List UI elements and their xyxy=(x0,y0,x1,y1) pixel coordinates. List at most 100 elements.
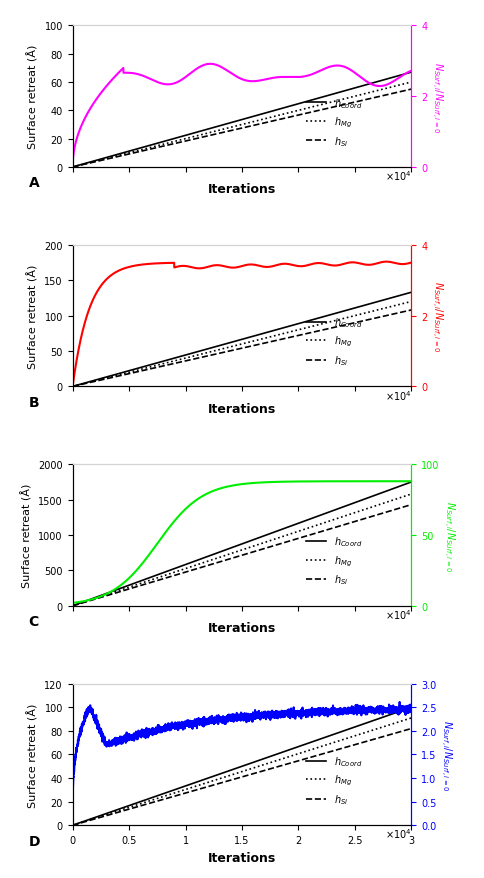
$h_{Coord}$ xyxy=(108,152,114,162)
$h_{Coord}$ xyxy=(214,122,220,133)
$h_{Si}$ xyxy=(408,723,414,734)
Line: $h_{Mg}$: $h_{Mg}$ xyxy=(73,494,411,606)
$h_{Coord}$ xyxy=(128,579,134,590)
$h_{Si}$ xyxy=(199,133,205,143)
$h_{Si}$ xyxy=(108,589,114,600)
Line: $h_{Si}$: $h_{Si}$ xyxy=(73,729,411,825)
$h_{Si}$ xyxy=(70,382,76,392)
$h_{Si}$ xyxy=(408,84,414,95)
$h_{Si}$ xyxy=(199,352,205,363)
$h_{Si}$ xyxy=(199,562,205,572)
$h_{Si}$ xyxy=(128,149,134,160)
$h_{Coord}$ xyxy=(199,553,205,564)
$h_{Coord}$ xyxy=(214,548,220,558)
X-axis label: Iterations: Iterations xyxy=(208,402,276,415)
$h_{Mg}$ xyxy=(365,726,371,737)
Y-axis label: Surface retreat (Å): Surface retreat (Å) xyxy=(21,483,33,587)
Y-axis label: $N_{Surf,i}/N_{Surf,i=0}$: $N_{Surf,i}/N_{Surf,i=0}$ xyxy=(438,719,454,790)
$h_{Si}$ xyxy=(128,583,134,594)
$h_{Si}$ xyxy=(70,601,76,611)
$h_{Mg}$ xyxy=(402,79,408,90)
$h_{Si}$ xyxy=(108,154,114,164)
$h_{Si}$ xyxy=(402,86,408,97)
$h_{Si}$ xyxy=(214,349,220,360)
$h_{Coord}$ xyxy=(70,820,76,831)
$h_{Mg}$ xyxy=(199,349,205,360)
$h_{Si}$ xyxy=(365,513,371,523)
$h_{Si}$ xyxy=(214,558,220,568)
$h_{Mg}$ xyxy=(408,77,414,88)
$h_{Mg}$ xyxy=(70,382,76,392)
$h_{Si}$ xyxy=(128,803,134,814)
$h_{Mg}$ xyxy=(365,503,371,514)
Y-axis label: Surface retreat (Å): Surface retreat (Å) xyxy=(28,45,39,149)
$h_{Mg}$ xyxy=(108,808,114,818)
Line: $h_{Si}$: $h_{Si}$ xyxy=(73,505,411,606)
$h_{Mg}$ xyxy=(128,581,134,592)
Legend: $h_{Coord}$, $h_{Mg}$, $h_{Si}$: $h_{Coord}$, $h_{Mg}$, $h_{Si}$ xyxy=(302,312,366,371)
Y-axis label: Surface retreat (Å): Surface retreat (Å) xyxy=(28,264,39,369)
$h_{Coord}$ xyxy=(408,68,414,78)
$h_{Mg}$ xyxy=(214,126,220,137)
Y-axis label: Surface retreat (Å): Surface retreat (Å) xyxy=(28,702,39,807)
$h_{Mg}$ xyxy=(128,148,134,158)
Line: $h_{Coord}$: $h_{Coord}$ xyxy=(73,482,411,606)
$h_{Coord}$ xyxy=(365,80,371,90)
$h_{Mg}$ xyxy=(108,153,114,163)
Text: $\times10^4$: $\times10^4$ xyxy=(385,169,411,183)
Line: $h_{Mg}$: $h_{Mg}$ xyxy=(73,718,411,825)
$h_{Coord}$ xyxy=(199,346,205,356)
$h_{Si}$ xyxy=(408,306,414,316)
$h_{Coord}$ xyxy=(214,770,220,781)
X-axis label: Iterations: Iterations xyxy=(208,851,276,864)
Text: $\times10^4$: $\times10^4$ xyxy=(385,388,411,402)
$h_{Coord}$ xyxy=(128,800,134,810)
$h_{Mg}$ xyxy=(214,774,220,785)
$h_{Si}$ xyxy=(214,779,220,789)
$h_{Si}$ xyxy=(199,783,205,794)
$h_{Si}$ xyxy=(214,129,220,140)
$h_{Mg}$ xyxy=(108,588,114,599)
$h_{Si}$ xyxy=(402,306,408,317)
$h_{Coord}$ xyxy=(402,704,408,715)
Line: $h_{Coord}$: $h_{Coord}$ xyxy=(73,73,411,168)
Text: D: D xyxy=(29,834,40,848)
$h_{Mg}$ xyxy=(70,820,76,831)
$h_{Mg}$ xyxy=(70,601,76,611)
$h_{Mg}$ xyxy=(199,130,205,140)
Y-axis label: $N_{Surf,i}/N_{Surf,i=0}$: $N_{Surf,i}/N_{Surf,i=0}$ xyxy=(429,281,444,352)
$h_{Si}$ xyxy=(408,500,414,510)
$h_{Mg}$ xyxy=(128,367,134,378)
$h_{Coord}$ xyxy=(199,775,205,786)
$h_{Si}$ xyxy=(402,725,408,736)
X-axis label: Iterations: Iterations xyxy=(208,183,276,196)
$h_{Coord}$ xyxy=(128,146,134,156)
Text: $\times10^4$: $\times10^4$ xyxy=(385,608,411,622)
Legend: $h_{Coord}$, $h_{Mg}$, $h_{Si}$: $h_{Coord}$, $h_{Mg}$, $h_{Si}$ xyxy=(302,531,366,591)
Line: $h_{Si}$: $h_{Si}$ xyxy=(73,311,411,387)
Y-axis label: $N_{Surf,i}/N_{Surf,i=0}$: $N_{Surf,i}/N_{Surf,i=0}$ xyxy=(429,61,444,133)
Y-axis label: $N_{Surf,i}/N_{Surf,i=0}$: $N_{Surf,i}/N_{Surf,i=0}$ xyxy=(441,500,456,571)
Line: $h_{Coord}$: $h_{Coord}$ xyxy=(73,708,411,825)
$h_{Mg}$ xyxy=(214,553,220,564)
$h_{Si}$ xyxy=(365,736,371,746)
$h_{Mg}$ xyxy=(108,372,114,383)
$h_{Coord}$ xyxy=(365,299,371,310)
$h_{Si}$ xyxy=(128,369,134,379)
$h_{Coord}$ xyxy=(70,382,76,392)
$h_{Coord}$ xyxy=(408,477,414,487)
$h_{Coord}$ xyxy=(365,493,371,503)
Text: C: C xyxy=(29,615,39,629)
$h_{Mg}$ xyxy=(402,715,408,725)
$h_{Si}$ xyxy=(402,501,408,512)
Text: $\times10^4$: $\times10^4$ xyxy=(385,827,411,840)
$h_{Mg}$ xyxy=(402,492,408,502)
$h_{Mg}$ xyxy=(408,297,414,307)
$h_{Mg}$ xyxy=(365,307,371,318)
Line: $h_{Coord}$: $h_{Coord}$ xyxy=(73,293,411,387)
Text: A: A xyxy=(29,176,39,191)
$h_{Mg}$ xyxy=(199,779,205,789)
$h_{Coord}$ xyxy=(408,702,414,713)
$h_{Si}$ xyxy=(108,373,114,384)
Line: $h_{Mg}$: $h_{Mg}$ xyxy=(73,302,411,387)
